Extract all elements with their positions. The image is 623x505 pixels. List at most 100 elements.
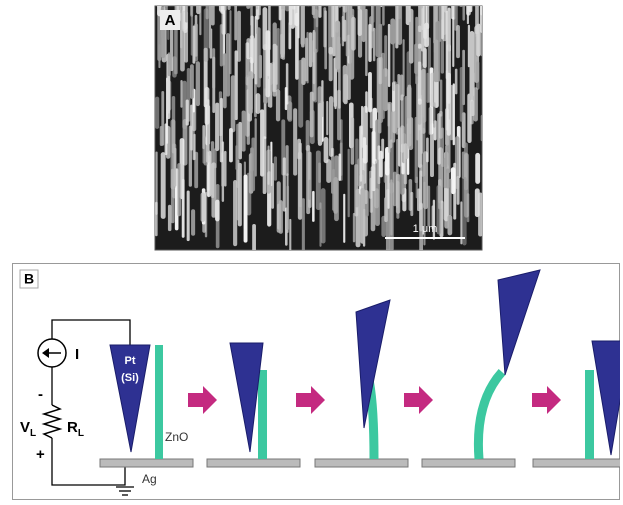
nanowire-strand (324, 10, 328, 70)
resistor-subscript: L (78, 428, 84, 439)
nanowire-strand (203, 8, 209, 62)
nanowire-strand (428, 107, 432, 135)
nanowire-strand (478, 192, 482, 237)
nanowire-strand (333, 177, 338, 214)
nanowire-strand (451, 6, 455, 20)
nanowire-strand (397, 6, 403, 45)
nanowire-strand (359, 126, 363, 182)
nanowire-strand (313, 48, 318, 103)
nanowire-strand (237, 162, 242, 227)
nanowire-strand (246, 6, 251, 9)
nanowire-strand (469, 31, 475, 97)
electrode (99, 458, 194, 468)
nanowire-strand (328, 96, 334, 157)
nanowire-strand (390, 179, 393, 236)
nanowire-strand (265, 30, 271, 98)
nanowire-strand (375, 159, 380, 227)
nanowire-strand (362, 105, 368, 164)
nanowire-strand (172, 56, 177, 78)
nanowire-strand (248, 71, 253, 115)
tip (355, 299, 391, 429)
nanowire-strand (171, 96, 176, 154)
nanowire-strand (418, 6, 422, 25)
nanowire-strand (342, 6, 346, 41)
nanowire-strand (430, 123, 434, 178)
nanowire-strand (170, 168, 175, 224)
nanowire-strand (408, 8, 414, 64)
nanowire-strand (421, 8, 424, 31)
nanowire-strand (308, 32, 313, 68)
nanowire-strand (289, 6, 293, 26)
nanowire-strand (241, 110, 246, 152)
nanowire-strand (355, 138, 359, 208)
nanowire-strand (426, 72, 430, 103)
voltage-subscript: L (30, 428, 36, 439)
nanowire-strand (345, 6, 349, 57)
current-arrow (42, 348, 49, 358)
resistor-label: RL (67, 419, 84, 439)
wire (51, 319, 131, 345)
nanowire-strand (317, 102, 322, 146)
nanowire-strand (249, 35, 255, 64)
nanowire-strand (384, 35, 388, 77)
nanowire-strand (255, 6, 260, 20)
nanowire (155, 345, 163, 459)
nanowire-strand (318, 6, 322, 18)
nanowire-strand (321, 80, 324, 118)
nanowire-strand (421, 69, 426, 134)
nanowire-strand (449, 178, 452, 216)
nanowire-strand (212, 56, 216, 113)
nanowire-strand (479, 6, 482, 33)
nanowire-strand (182, 6, 186, 12)
nanowire-strand (392, 81, 397, 134)
nanowire-strand (213, 148, 217, 169)
nanowire-strand (233, 180, 238, 247)
nanowire-strand (334, 88, 337, 110)
nanowire-strand (460, 201, 463, 245)
plus-label: + (36, 446, 45, 463)
nanowire (258, 370, 267, 459)
nanowire-strand (351, 16, 356, 51)
nanowire-strand (237, 10, 241, 62)
nanowire-strand (326, 159, 332, 184)
nanowire-strand (192, 25, 196, 64)
nanowire-strand (426, 137, 429, 163)
electrode (532, 458, 620, 468)
nanowire-strand (459, 66, 464, 122)
nanowire-strand (293, 108, 298, 176)
nanowire-strand (462, 6, 465, 21)
nanowire-strand (332, 6, 336, 57)
nanowire-strand (462, 176, 467, 246)
nanowire-strand (475, 6, 479, 35)
nanowire-strand (381, 215, 386, 238)
nanowire-strand (196, 6, 201, 15)
nanowire-strand (433, 39, 439, 83)
nanowire-strand (225, 33, 231, 97)
nanowire-strand (399, 74, 404, 101)
nanowire-strand (337, 89, 341, 141)
nanowire-strand (422, 48, 427, 69)
nanowire-strand (338, 153, 342, 182)
nanowire-strand (415, 176, 418, 199)
nanowire-strand (480, 31, 482, 57)
nanowire-strand (180, 80, 183, 108)
nanowire-strand (445, 10, 448, 80)
resistor-symbol: R (67, 419, 78, 436)
nanowire-strand (255, 93, 261, 114)
nanowire-strand (229, 127, 233, 163)
nanowire-strand (289, 218, 292, 250)
nanowire-strand (301, 57, 306, 86)
scale-label: 1 μm (413, 223, 438, 235)
nanowire-strand (430, 72, 435, 108)
nanowire-strand (235, 145, 238, 170)
nanowire-strand (456, 175, 460, 205)
nanowire-strand (254, 118, 257, 177)
label-box (160, 10, 180, 30)
nanowire-strand (190, 6, 194, 17)
nanowire-strand (328, 6, 333, 55)
nanowire-strand (195, 61, 200, 107)
nanowire-strand (184, 11, 189, 63)
nanowire-strand (182, 119, 188, 166)
nanowire-strand (446, 72, 451, 136)
nanowire-strand (427, 185, 431, 227)
